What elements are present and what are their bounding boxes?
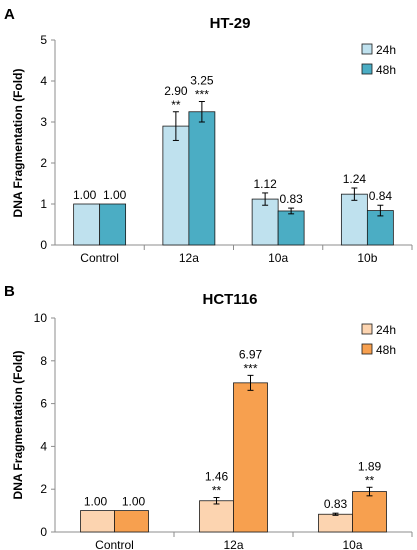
bar-48h-10a (277, 210, 305, 246)
data-label: 1.00 (122, 495, 146, 509)
y-axis-label-b: DNA Fragmentation (Fold) (11, 351, 25, 500)
data-label: 0.83 (279, 192, 303, 206)
bar-48h-12a (188, 111, 216, 246)
significance-label: *** (195, 88, 209, 102)
x-tick-label: 10a (268, 251, 288, 265)
data-label: 6.97 (239, 347, 263, 361)
data-label: 1.00 (84, 495, 108, 509)
legend-label: 48h (376, 343, 396, 357)
significance-label: ** (365, 473, 375, 487)
bar-48h-10a (352, 491, 387, 533)
y-tick-label: 10 (34, 311, 48, 325)
y-tick-label: 0 (40, 238, 47, 252)
y-tick-label: 0 (40, 525, 47, 539)
y-tick-label: 1 (40, 197, 47, 211)
x-tick-label: Control (95, 538, 134, 550)
legend-label: 24h (376, 323, 396, 337)
legend-label: 48h (376, 63, 396, 77)
bar-24h-10a (318, 513, 353, 533)
bar-48h-12a (233, 382, 268, 533)
bar-24h-12a (199, 500, 234, 533)
x-tick-label: 10a (342, 538, 362, 550)
legend-swatch (361, 43, 373, 55)
x-tick-label: Control (80, 251, 119, 265)
data-label: 1.00 (103, 188, 127, 202)
chart-title-b: HCT116 (202, 291, 257, 308)
bar-24h-Control (73, 203, 101, 246)
bar-24h-12a (162, 125, 190, 246)
data-label: 1.89 (358, 459, 382, 473)
bar-24h-10a (251, 198, 279, 246)
data-label: 0.84 (369, 189, 393, 203)
chart-title-a: HT-29 (210, 15, 251, 32)
significance-label: *** (243, 361, 257, 375)
y-tick-label: 8 (40, 354, 47, 368)
legend-label: 24h (376, 43, 396, 57)
legend-swatch (361, 323, 373, 335)
data-label: 1.12 (253, 177, 277, 191)
data-label: 1.00 (73, 188, 97, 202)
y-tick-label: 2 (40, 156, 47, 170)
legend-swatch (361, 343, 373, 355)
y-tick-label: 3 (40, 115, 47, 129)
bar-48h-Control (99, 203, 127, 246)
panel-letter-a: A (4, 6, 15, 23)
significance-label: ** (171, 98, 181, 112)
y-tick-label: 6 (40, 397, 47, 411)
y-tick-label: 2 (40, 482, 47, 496)
chart-plot-a: 0 1 2 3 4 5 Control 12a 10a 10b 1.00 **2.90 1.12 1.24… (40, 33, 413, 265)
x-tick-label: 12a (179, 251, 199, 265)
data-label: 3.25 (190, 74, 214, 88)
data-label: 1.46 (205, 470, 229, 484)
data-label: 1.24 (343, 172, 367, 186)
y-axis-label-a: DNA Fragmentation (Fold) (11, 69, 25, 218)
y-tick-label: 4 (40, 74, 47, 88)
panel-letter-b: B (4, 283, 15, 300)
y-tick-label: 5 (40, 33, 47, 47)
x-tick-label: 12a (223, 538, 243, 550)
bar-24h-10b (340, 193, 368, 246)
data-label: 0.83 (324, 497, 348, 511)
x-tick-label: 10b (357, 251, 377, 265)
significance-label: ** (212, 484, 222, 498)
data-label: 2.90 (164, 84, 188, 98)
bar-24h-Control (80, 510, 115, 533)
legend-swatch (361, 63, 373, 75)
bar-48h-Control (114, 510, 149, 533)
y-tick-label: 4 (40, 439, 47, 453)
